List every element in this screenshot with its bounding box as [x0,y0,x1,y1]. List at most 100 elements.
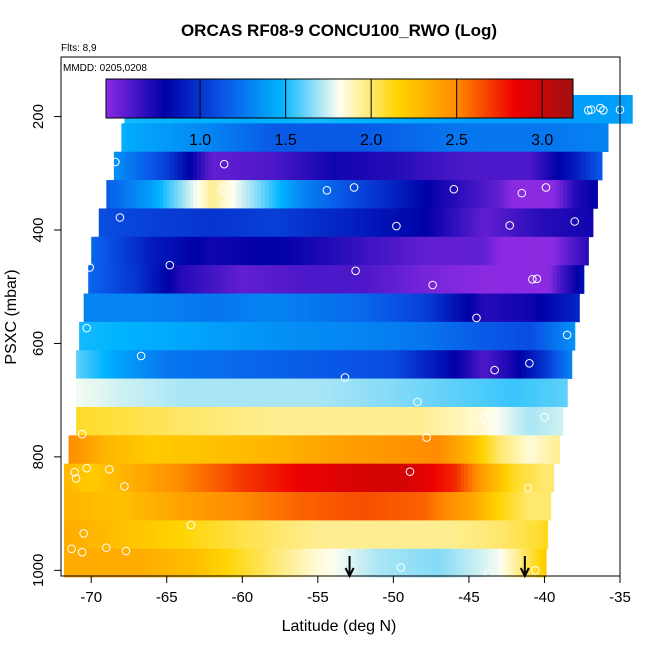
heat-cell [317,520,322,550]
heat-cell [246,151,251,181]
heat-cell [567,265,573,294]
heat-cell [332,321,337,351]
heat-cell [140,180,145,209]
heat-cell [310,406,315,436]
heat-cell [539,520,545,550]
heat-cell [317,321,322,351]
heat-cell [105,520,110,550]
heat-cell [378,151,383,181]
heat-cell [178,208,183,238]
heat-cell [82,463,88,493]
heat-cell [404,236,410,266]
heat-cell [476,293,481,323]
heat-cell [351,236,357,266]
heat-cell [329,293,334,323]
heat-cell [120,321,126,351]
heat-cell [162,548,167,578]
heat-cell [166,378,172,408]
heat-cell [404,293,410,323]
heat-cell [332,463,337,493]
heat-cell [203,492,209,521]
heat-cell [445,548,450,578]
heat-cell [484,208,489,238]
heat-cell [366,236,372,266]
heat-cell [366,492,371,521]
heat-cell [283,321,288,351]
heat-cell [431,293,436,323]
heat-cell [305,520,311,550]
heat-cell [536,548,541,578]
sample-point [85,263,95,272]
heat-cell [400,406,406,436]
heat-cell [117,350,123,379]
heat-cell [484,350,489,379]
heat-cell [502,548,507,578]
heat-cell [212,236,217,266]
heat-cell [132,236,138,266]
heat-cell [529,378,534,408]
heat-cell [147,435,153,464]
heat-cell [400,463,405,493]
heat-cell [434,180,440,209]
heat-cell [264,435,270,464]
heat-cell [314,378,319,408]
heat-cell [513,548,518,578]
heat-cell [358,492,364,521]
heat-cell [446,350,451,379]
heat-cell [215,378,221,408]
heat-cell [189,435,194,464]
heat-cell [125,236,130,266]
heat-cell [200,208,206,238]
heat-cell [412,378,417,408]
heat-cell [567,236,572,266]
heat-cell [521,236,527,266]
heat-cell [551,321,556,351]
heat-cell [309,321,314,351]
heat-cell [416,180,421,209]
heat-cell [128,520,133,550]
heat-cell [159,350,164,379]
heat-cell [238,151,243,181]
heat-cell [234,406,240,436]
heat-cell [143,548,148,578]
heat-cell [351,520,356,550]
heat-cell [250,265,255,294]
heat-cell [169,492,175,521]
heat-cell [207,548,212,578]
heat-cell [261,406,266,436]
heat-cell [199,520,205,550]
heat-cell [325,406,330,436]
heat-cell [465,151,470,181]
heat-cell [155,378,160,408]
heat-cell [302,293,308,323]
heat-cell [257,236,262,266]
heat-cell [431,236,436,266]
heat-cell [326,265,331,294]
heat-cell [151,180,157,209]
heat-cell [287,180,292,209]
heat-cell [502,435,508,464]
heat-cell [83,378,89,408]
heat-cell [116,492,122,521]
heat-cell [468,520,473,550]
heat-cell [528,463,533,493]
heat-cell [484,265,490,294]
heat-cell [593,180,598,209]
x-tick-label: -60 [231,589,253,606]
heat-cell [363,406,368,436]
heat-cell [199,492,205,521]
heat-cell [329,151,334,181]
heat-cell [178,350,183,379]
heat-cell [223,151,228,181]
sample-point [570,217,579,226]
heat-cell [374,151,379,181]
heat-cell [241,520,246,550]
heat-cell [544,151,549,181]
heat-cell [117,378,123,408]
heat-cell [193,236,198,266]
heat-cell [589,208,594,238]
heat-cell [324,520,330,550]
heat-cell [446,236,451,266]
heat-cell [140,435,145,464]
layer-strip [76,378,568,408]
